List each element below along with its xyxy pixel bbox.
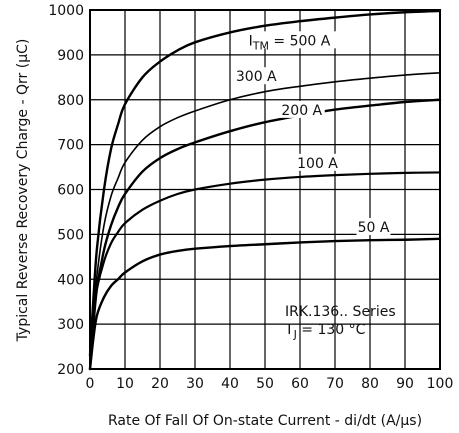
- x-tick-label: 0: [86, 376, 95, 392]
- curve-label-background: [356, 217, 391, 235]
- y-tick-label: 200: [57, 362, 84, 378]
- x-tick-label: 60: [291, 376, 309, 392]
- y-tick-label: 300: [57, 317, 84, 333]
- curve-label-100-a: 100 A: [297, 156, 338, 172]
- x-tick-label: 40: [221, 376, 239, 392]
- x-tick-label: 80: [361, 376, 379, 392]
- y-tick-label: 500: [57, 227, 84, 243]
- plot-frame: [89, 9, 441, 370]
- y-tick-label: 800: [57, 93, 84, 109]
- y-tick-label: 1000: [48, 3, 84, 19]
- y-tick-label: 400: [57, 272, 84, 288]
- curves: [88, 9, 442, 371]
- itm-subscript: TM: [252, 39, 269, 52]
- y-tick-label: 600: [57, 183, 84, 199]
- itm-prefix: I: [249, 33, 253, 49]
- curve-label-50-a: 50 A: [358, 220, 390, 236]
- itm-value: = 500 A: [269, 33, 331, 49]
- curve-label-200-a: 200 A: [281, 103, 322, 119]
- curve-label-background: [240, 31, 339, 49]
- x-tick-label: 70: [326, 376, 344, 392]
- tj-value: = 130 °C: [297, 322, 366, 338]
- grid-lines: [90, 10, 440, 369]
- x-tick-label: 50: [256, 376, 274, 392]
- curve-500-a: [88, 9, 442, 357]
- series-note-text: IRK.136.. Series: [285, 304, 396, 320]
- series-note: IRK.136.. Series TJ = 130 °C: [284, 304, 396, 341]
- x-tick-label: 10: [116, 376, 134, 392]
- curve-label-background: [278, 100, 325, 118]
- x-axis-label: Rate Of Fall Of On-state Current - di/dt…: [108, 413, 422, 429]
- x-tick-label: 100: [427, 376, 454, 392]
- x-tick-label: 90: [396, 376, 414, 392]
- curve-50-a: [88, 237, 442, 371]
- tj-prefix: T: [284, 322, 294, 338]
- curve-100-a: [88, 171, 442, 348]
- tj-subscript: J: [293, 328, 297, 341]
- curve-label-background: [295, 153, 340, 171]
- x-tick-label: 20: [151, 376, 169, 392]
- curve-label-500-a: ITM = 500 A: [249, 33, 331, 52]
- curve-300-a: [89, 72, 441, 366]
- curve-label-300-a: 300 A: [236, 69, 277, 85]
- y-axis-label: Typical Reverse Recovery Charge - Qrr (μ…: [15, 39, 31, 343]
- y-tick-label: 900: [57, 48, 84, 64]
- x-tick-label: 30: [186, 376, 204, 392]
- curve-label-background: [233, 67, 280, 85]
- tick-labels: 0 10 20 30 40 50 60 70 80 90 100 200 300 400 500 600 700…: [48, 3, 453, 392]
- y-tick-label: 700: [57, 138, 84, 154]
- junction-temperature-label: TJ = 130 °C: [284, 322, 366, 341]
- curve-200-a: [88, 98, 442, 371]
- curve-labels: ITM = 500 A 300 A 200 A 100 A 50 A: [233, 31, 391, 236]
